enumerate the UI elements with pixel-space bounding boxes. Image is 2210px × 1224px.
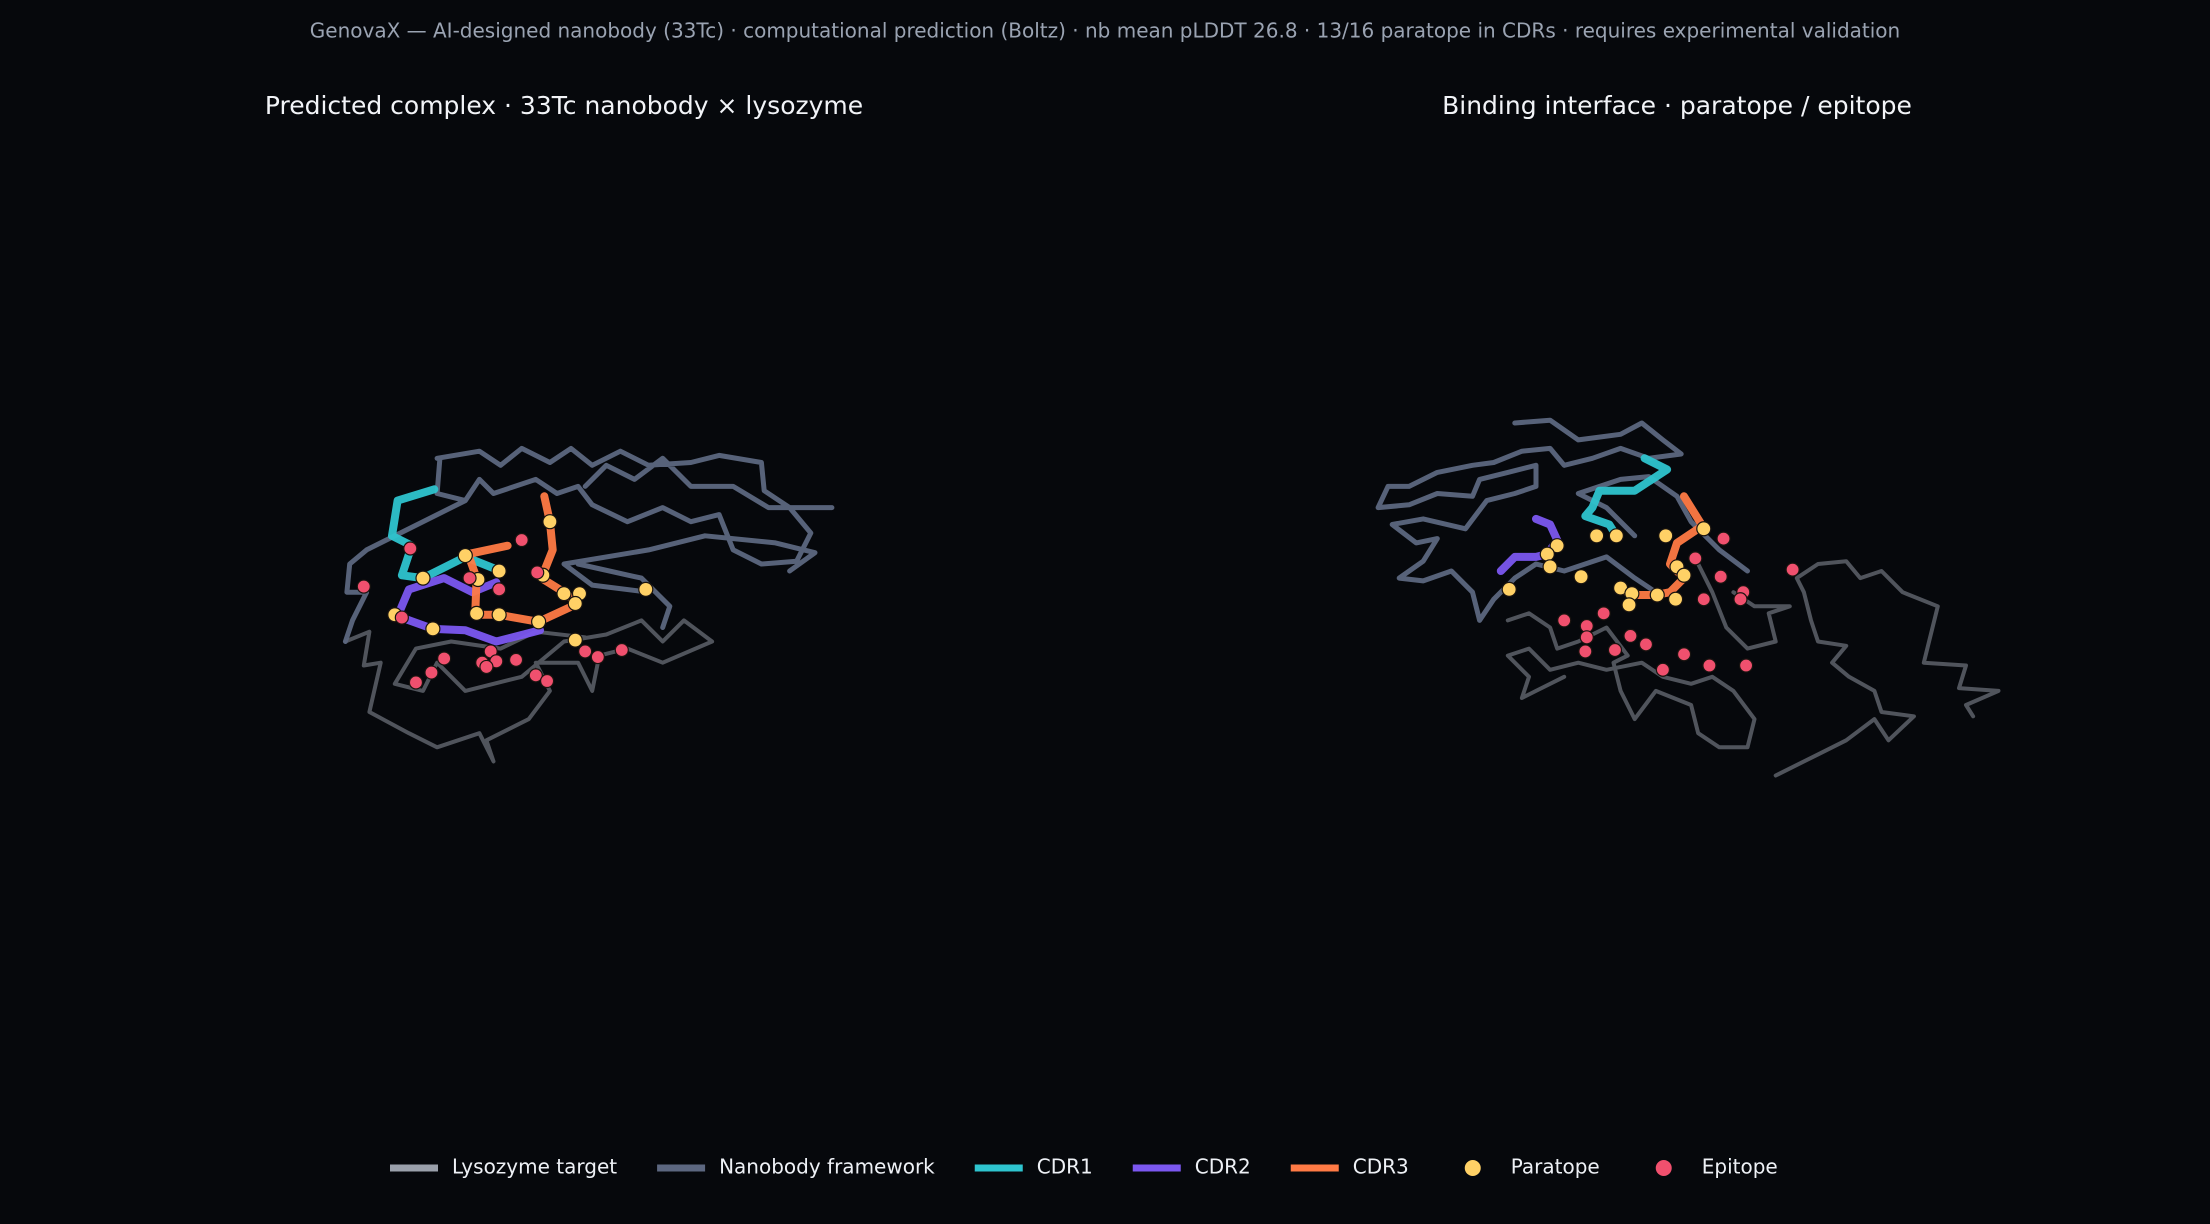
residue-point [1649, 587, 1665, 603]
legend-label: Epitope [1702, 1155, 1778, 1179]
residue-point [403, 541, 418, 556]
residue-point [1501, 581, 1517, 597]
residue-point [1702, 658, 1717, 673]
trace [1581, 454, 1672, 540]
residue-point [1716, 531, 1731, 546]
legend-swatch [1655, 1160, 1672, 1176]
subtitle: GenovaX — AI-designed nanobody (33Tc) · … [310, 19, 1900, 43]
residue-point [514, 532, 529, 548]
legend-label: Nanobody framework [719, 1155, 935, 1179]
legend-label: CDR1 [1037, 1155, 1093, 1179]
panel [342, 445, 835, 764]
residue-point [1557, 613, 1572, 628]
residue-point [425, 621, 441, 637]
residue-point [1607, 642, 1623, 658]
residue-point [1549, 538, 1565, 554]
residue-point [1589, 528, 1605, 544]
residue-point [1596, 606, 1611, 621]
residue-point [1785, 562, 1800, 577]
residue-point [457, 547, 473, 564]
residue-point [424, 665, 439, 680]
legend-label: Lysozyme target [452, 1155, 617, 1179]
residue-point [491, 607, 507, 623]
residue-point [1638, 637, 1654, 652]
residue-point [479, 659, 494, 675]
legend-swatch [1464, 1160, 1481, 1176]
residue-point [437, 651, 452, 666]
residue-point [567, 595, 583, 612]
residue-point [528, 668, 543, 683]
residue-point [356, 579, 371, 594]
residue-point [638, 581, 654, 597]
residue-point [539, 673, 555, 689]
residue-point [578, 644, 593, 659]
residue-point [1655, 662, 1671, 677]
residue-point [462, 570, 477, 586]
residue-point [1733, 592, 1748, 607]
residue-point [1621, 597, 1637, 613]
residue-point [468, 605, 485, 621]
residue-point [1696, 521, 1712, 537]
residue-point [1667, 591, 1684, 607]
legend: Lysozyme target Nanobody framework CDR1 CDR… [390, 1155, 1778, 1179]
residue-point [491, 563, 507, 579]
residue-point [394, 610, 409, 625]
residue-point [492, 582, 507, 597]
residue-point [1573, 569, 1589, 585]
residue-point [1539, 546, 1555, 562]
residue-point [556, 586, 572, 602]
residue-point [408, 675, 424, 690]
residue-point [1738, 658, 1754, 673]
legend-label: CDR2 [1195, 1155, 1251, 1179]
residue-point [1542, 559, 1558, 575]
residue-point [1676, 647, 1692, 662]
residue-point [567, 632, 583, 648]
residue-point [508, 652, 524, 667]
residue-point [1696, 592, 1711, 607]
residue-point [590, 649, 605, 665]
trace [342, 445, 835, 644]
residue-point [542, 514, 558, 530]
trace [343, 618, 715, 764]
trace [388, 485, 505, 583]
residue-point [1579, 630, 1594, 645]
residue-point [531, 614, 547, 630]
residue-point [614, 642, 629, 658]
trace [1505, 559, 2001, 778]
residue-point [1608, 528, 1624, 544]
legend-label: CDR3 [1353, 1155, 1409, 1179]
legend-label: Paratope [1511, 1155, 1600, 1179]
panels: Predicted complex · 33Tc nanobody × lyso… [265, 91, 2001, 778]
residue-point [1713, 569, 1728, 584]
residue-point [530, 565, 545, 580]
residue-point [1578, 644, 1593, 659]
residue-point [1688, 551, 1703, 566]
residue-point [1623, 628, 1638, 644]
residue-point [1658, 528, 1674, 544]
panel [1375, 417, 2001, 778]
residue-point [1676, 567, 1692, 583]
panel-title: Binding interface · paratope / epitope [1442, 91, 1912, 120]
residue-point [415, 570, 431, 586]
panel-title: Predicted complex · 33Tc nanobody × lyso… [265, 91, 863, 120]
